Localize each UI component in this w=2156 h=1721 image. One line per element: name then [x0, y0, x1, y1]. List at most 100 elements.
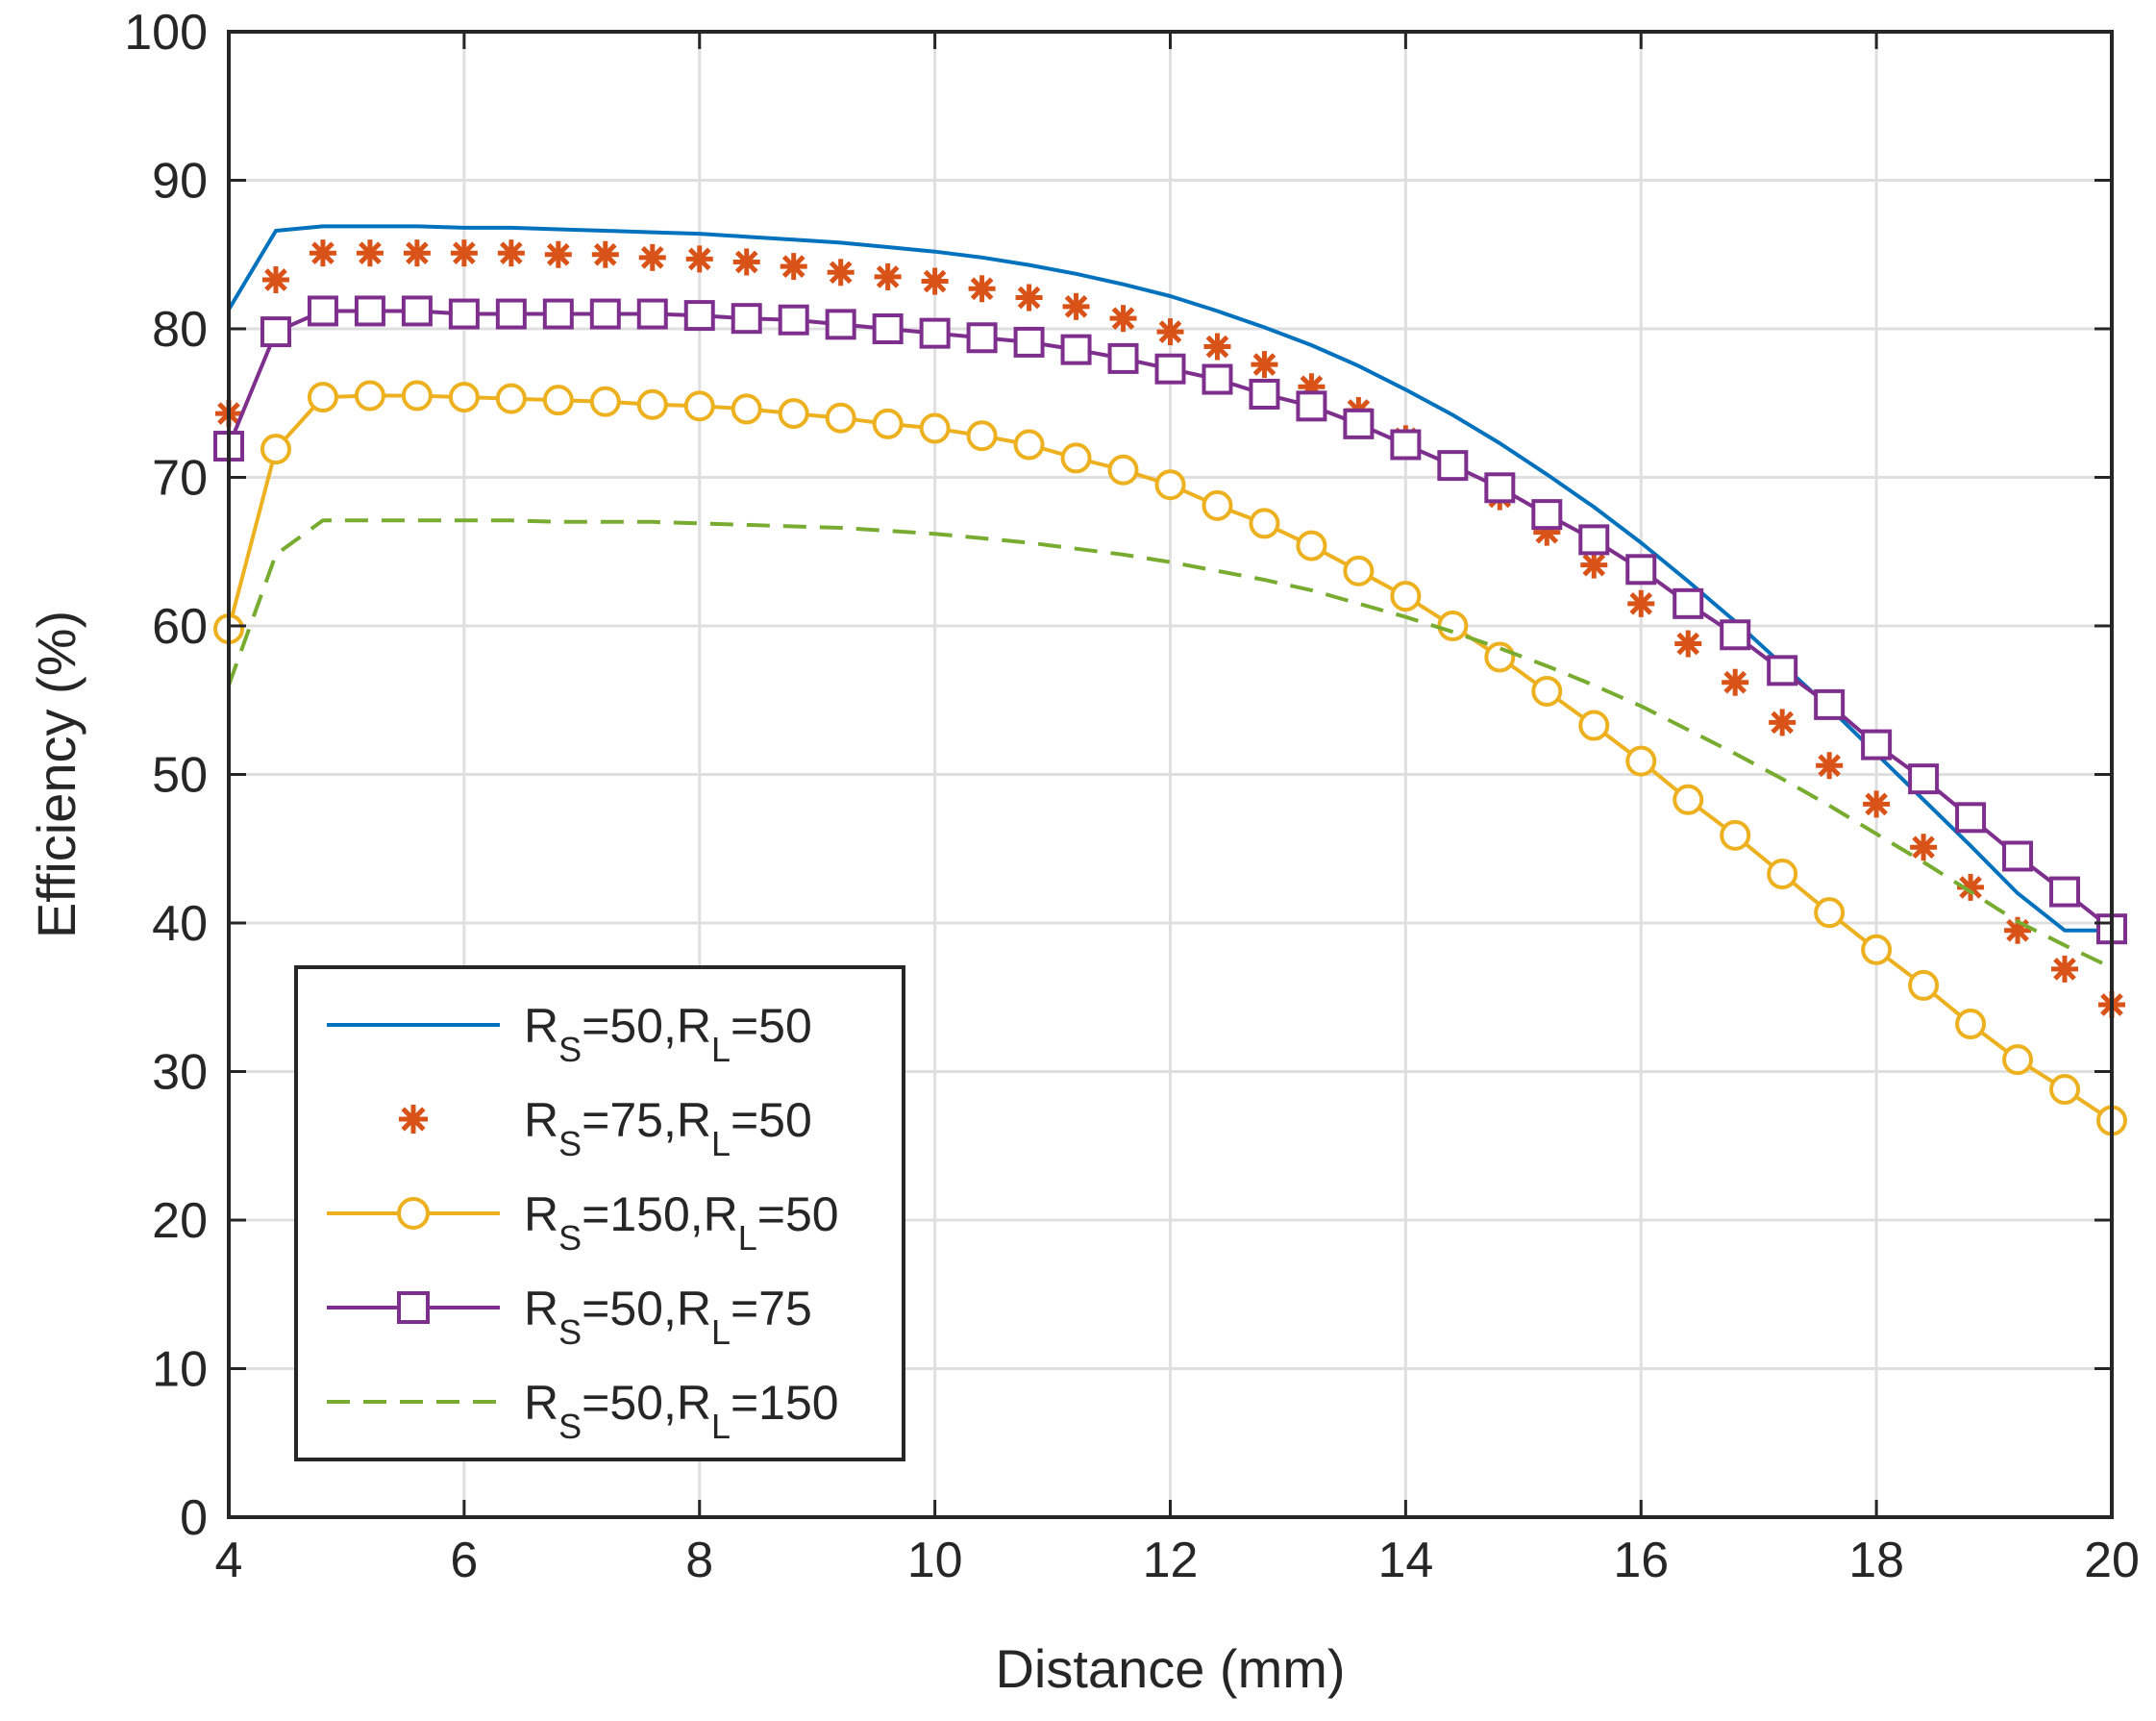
circle-marker: [1013, 429, 1045, 461]
circle-marker: [542, 385, 574, 416]
x-tick-label: 8: [685, 1533, 713, 1588]
x-tick-label: 6: [450, 1533, 478, 1588]
y-tick-label: 80: [152, 302, 208, 358]
square-marker: [1861, 729, 1893, 761]
square-marker: [1202, 363, 1233, 395]
square-marker: [1154, 353, 1186, 385]
asterisk-marker: [591, 240, 619, 268]
asterisk-marker: [1015, 284, 1043, 312]
y-tick-label: 10: [152, 1342, 208, 1398]
asterisk-marker: [403, 239, 431, 267]
asterisk-marker: [497, 239, 525, 267]
x-tick-label: 4: [215, 1533, 243, 1588]
legend-entry-1: RS=75,RL=50: [399, 1093, 812, 1163]
square-marker: [1625, 554, 1657, 586]
asterisk-marker: [1580, 551, 1608, 579]
circle-marker: [919, 412, 951, 444]
y-tick-label: 50: [152, 748, 208, 804]
asterisk-marker: [1674, 630, 1702, 658]
circle-marker: [1861, 934, 1893, 965]
circle-marker: [1578, 710, 1610, 741]
y-tick-label: 70: [152, 451, 208, 507]
asterisk-marker: [261, 266, 289, 294]
x-axis-label: Distance (mm): [995, 1638, 1345, 1699]
circle-marker: [495, 383, 527, 414]
circle-marker: [1154, 469, 1186, 501]
square-marker: [1107, 342, 1139, 374]
circle-marker: [2002, 1044, 2034, 1076]
series-0: [227, 224, 2112, 933]
square-marker: [636, 298, 668, 330]
square-marker: [966, 322, 998, 354]
square-marker: [2002, 840, 2034, 872]
asterisk-marker: [1627, 589, 1655, 617]
legend-entry-0: RS=50,RL=50: [327, 999, 812, 1069]
x-tick-label: 18: [1848, 1533, 1904, 1588]
series-line: [227, 518, 2113, 970]
asterisk-marker: [1722, 668, 1749, 696]
asterisk-marker: [1251, 351, 1278, 379]
x-tick-label: 14: [1377, 1533, 1433, 1588]
square-marker: [778, 304, 809, 336]
square-marker: [1673, 587, 1704, 619]
circle-marker: [966, 420, 998, 452]
legend-label: RS=75,RL=50: [524, 1093, 812, 1163]
asterisk-marker: [638, 243, 666, 271]
circle-marker: [731, 393, 762, 425]
y-tick-label: 0: [180, 1490, 208, 1546]
square-marker: [1955, 802, 1987, 834]
square-marker: [1296, 390, 1327, 422]
square-marker: [1720, 619, 1751, 651]
square-marker: [1908, 763, 1940, 795]
square-marker: [1013, 326, 1045, 358]
y-tick-label: 40: [152, 896, 208, 952]
asterisk-marker: [1203, 333, 1231, 361]
circle-marker: [1814, 897, 1846, 929]
axis-ticks: 4 6 8 10 12 14 16 18 20 0 10 20 30 40 50 60 70 80 90 100: [124, 5, 2140, 1588]
circle-marker: [778, 398, 809, 430]
circle-marker: [1720, 819, 1751, 851]
asterisk-marker: [685, 245, 713, 273]
asterisk-marker: [450, 239, 478, 267]
circle-marker: [1060, 442, 1092, 474]
square-marker: [2049, 876, 2081, 908]
asterisk-marker: [1062, 292, 1090, 320]
square-marker: [397, 1291, 430, 1324]
circle-marker: [1249, 508, 1280, 539]
circle-marker: [1390, 581, 1422, 612]
asterisk-marker: [544, 240, 572, 268]
circle-marker: [354, 380, 385, 412]
asterisk-marker: [1910, 834, 1938, 861]
circle-marker: [1767, 859, 1798, 890]
x-tick-label: 10: [907, 1533, 963, 1588]
asterisk-marker: [732, 248, 760, 276]
square-marker: [1767, 655, 1798, 686]
y-tick-label: 100: [124, 5, 208, 61]
circle-marker: [1955, 1009, 1987, 1040]
square-marker: [1390, 429, 1422, 461]
asterisk-marker: [827, 259, 855, 287]
circle-marker: [1484, 641, 1516, 673]
circle-marker: [1531, 675, 1563, 707]
legend-label: RS=50,RL=150: [524, 1376, 839, 1446]
square-marker: [683, 300, 715, 332]
asterisk-marker: [780, 253, 807, 281]
square-marker: [1814, 688, 1846, 720]
square-marker: [495, 298, 527, 330]
legend-label: RS=50,RL=75: [524, 1282, 812, 1352]
circle-marker: [401, 380, 433, 412]
series-2: [213, 380, 2127, 1136]
circle-marker: [872, 408, 904, 439]
circle-marker: [683, 390, 715, 422]
square-marker: [307, 295, 338, 327]
asterisk-marker: [356, 239, 384, 267]
data-series: [213, 224, 2127, 1136]
asterisk-marker: [874, 262, 902, 290]
legend-entry-2: RS=150,RL=50: [327, 1187, 839, 1258]
y-tick-label: 20: [152, 1193, 208, 1249]
legend-entry-4: RS=50,RL=150: [327, 1376, 839, 1446]
y-axis-label: Efficiency (%): [26, 611, 87, 938]
series-3: [213, 295, 2127, 945]
asterisk-marker: [1156, 318, 1184, 346]
asterisk-marker: [1109, 305, 1137, 333]
